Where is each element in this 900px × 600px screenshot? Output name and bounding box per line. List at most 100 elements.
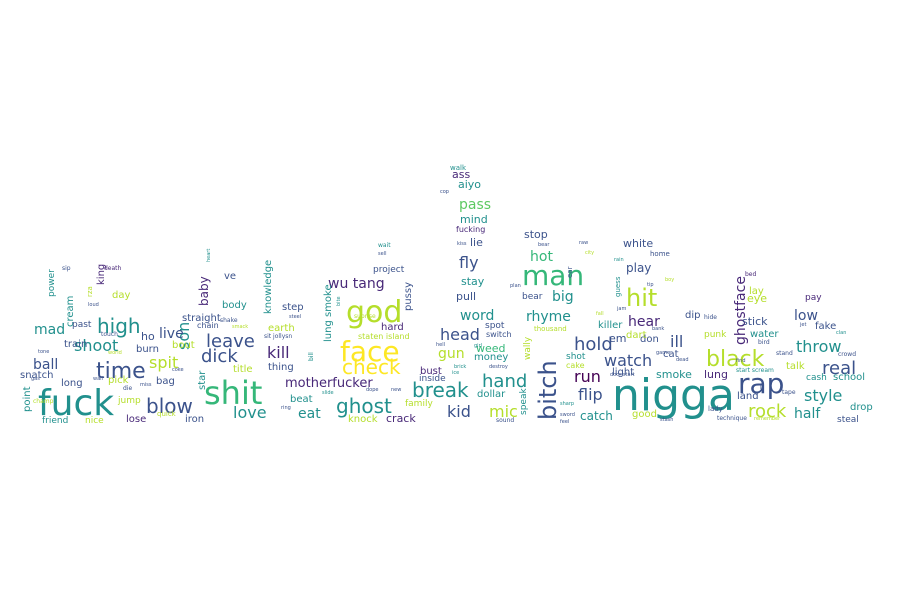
word-girl: girl bbox=[474, 343, 482, 349]
word-bag: bag bbox=[156, 376, 175, 387]
word-stand: stand bbox=[776, 350, 793, 357]
word-kill: kill bbox=[267, 343, 290, 362]
word-man: man bbox=[522, 259, 584, 292]
word-ear: ear bbox=[566, 266, 574, 278]
word-destroy: destroy bbox=[489, 364, 508, 370]
word-city: city bbox=[585, 250, 594, 256]
word-technique: technique bbox=[717, 415, 747, 422]
word-lady: lady bbox=[708, 405, 723, 413]
word-dollar: dollar bbox=[477, 389, 506, 400]
word-money: money bbox=[474, 352, 508, 363]
word-wu-tang: wu tang bbox=[328, 276, 385, 292]
word-staten-island: staten island bbox=[358, 332, 410, 341]
word-dip: dip bbox=[685, 310, 700, 321]
word-tone: tone bbox=[38, 349, 49, 355]
word-high: high bbox=[97, 314, 141, 338]
word-family: family bbox=[405, 399, 433, 409]
word-punk: punk bbox=[704, 330, 727, 340]
word-kid: kid bbox=[447, 402, 471, 421]
word-thing: thing bbox=[268, 362, 294, 373]
word-friend: friend bbox=[42, 416, 68, 426]
word-sound: sound bbox=[496, 417, 514, 424]
word-hard: hard bbox=[381, 322, 404, 333]
word-dart: dart bbox=[626, 330, 647, 341]
word-gun: gun bbox=[438, 346, 465, 362]
word-door-start: door start bbox=[610, 372, 635, 378]
word-half: half bbox=[794, 406, 821, 422]
word-hot: hot bbox=[530, 249, 553, 265]
word-time: time bbox=[96, 359, 146, 384]
word-fall: fall bbox=[596, 311, 604, 317]
word-steal: steal bbox=[837, 415, 859, 425]
word-steel: steel bbox=[289, 314, 301, 320]
word-nice: nice bbox=[85, 416, 104, 426]
word-snatch: snatch bbox=[20, 370, 53, 381]
word-rock: rock bbox=[748, 401, 787, 422]
word-day: day bbox=[112, 290, 130, 301]
word-past: past bbox=[72, 320, 92, 330]
word-big: big bbox=[552, 289, 574, 305]
word-leave: leave bbox=[206, 331, 255, 352]
word-step: step bbox=[282, 302, 304, 313]
word-chain: chain bbox=[197, 321, 219, 330]
word-wall: wall bbox=[93, 376, 103, 382]
word-earth: earth bbox=[268, 323, 295, 334]
word-pussy: pussy bbox=[403, 282, 414, 311]
word-coke: coke bbox=[172, 367, 184, 373]
word-straight: straight bbox=[182, 313, 221, 324]
word-brick: brick bbox=[454, 364, 466, 370]
word-beat: beat bbox=[290, 394, 313, 405]
word-ring: ring bbox=[281, 405, 291, 411]
word-rap: rap bbox=[738, 367, 784, 400]
word-death: death bbox=[104, 265, 122, 272]
word-smack: smack bbox=[232, 324, 248, 330]
word-light: light bbox=[612, 367, 634, 378]
word-style: style bbox=[804, 386, 842, 405]
word-switch: switch bbox=[486, 330, 512, 339]
word-dick: dick bbox=[201, 346, 238, 367]
word-miss: miss bbox=[140, 382, 152, 388]
word-jump: jump bbox=[117, 396, 141, 406]
word-sword: sword bbox=[560, 412, 575, 418]
word-white: white bbox=[623, 237, 653, 250]
word-game: game bbox=[656, 350, 670, 356]
word-aiyo: aiyo bbox=[458, 178, 481, 191]
word-son: son bbox=[174, 322, 193, 350]
word-raw: raw bbox=[579, 240, 588, 246]
word-lung-smoke: lung smoke bbox=[323, 284, 334, 342]
word-bear: bear bbox=[538, 242, 550, 248]
word-eye: eye bbox=[747, 292, 767, 305]
word-ll: ll bbox=[760, 385, 763, 391]
word-project: project bbox=[373, 265, 405, 275]
word-wally: wally bbox=[523, 336, 533, 360]
word-sharp: sharp bbox=[560, 401, 574, 407]
word-killer: killer bbox=[598, 320, 623, 331]
word-hear: hear bbox=[628, 314, 660, 330]
word-quick: quick bbox=[157, 410, 177, 418]
word-mind: mind bbox=[460, 213, 488, 226]
word-knock: knock bbox=[348, 414, 378, 425]
word-tape: tape bbox=[782, 389, 796, 396]
word-ghostface: ghostface bbox=[733, 276, 749, 345]
word-walk: walk bbox=[450, 164, 467, 172]
word-king: king bbox=[96, 264, 107, 285]
word-mad: mad bbox=[34, 322, 65, 338]
word-ass: ass bbox=[452, 168, 470, 181]
word-bust: bust bbox=[420, 366, 442, 377]
word-power: power bbox=[47, 269, 57, 297]
word-play: play bbox=[626, 261, 651, 275]
word-head: head bbox=[440, 325, 480, 344]
word-ve: ve bbox=[224, 271, 236, 282]
word-spot: spot bbox=[485, 321, 505, 331]
word-bill: bill bbox=[308, 352, 315, 361]
word-stash: stash bbox=[660, 417, 673, 423]
word-tip: tip bbox=[647, 282, 654, 288]
word-find: find bbox=[736, 358, 746, 364]
word-fake: fake bbox=[815, 321, 836, 332]
word-bite: bite bbox=[336, 296, 342, 306]
word-cake: cake bbox=[566, 361, 585, 370]
word-rhyme: rhyme bbox=[526, 309, 571, 325]
word-good: good bbox=[632, 409, 657, 420]
word-cop: cop bbox=[440, 189, 449, 195]
